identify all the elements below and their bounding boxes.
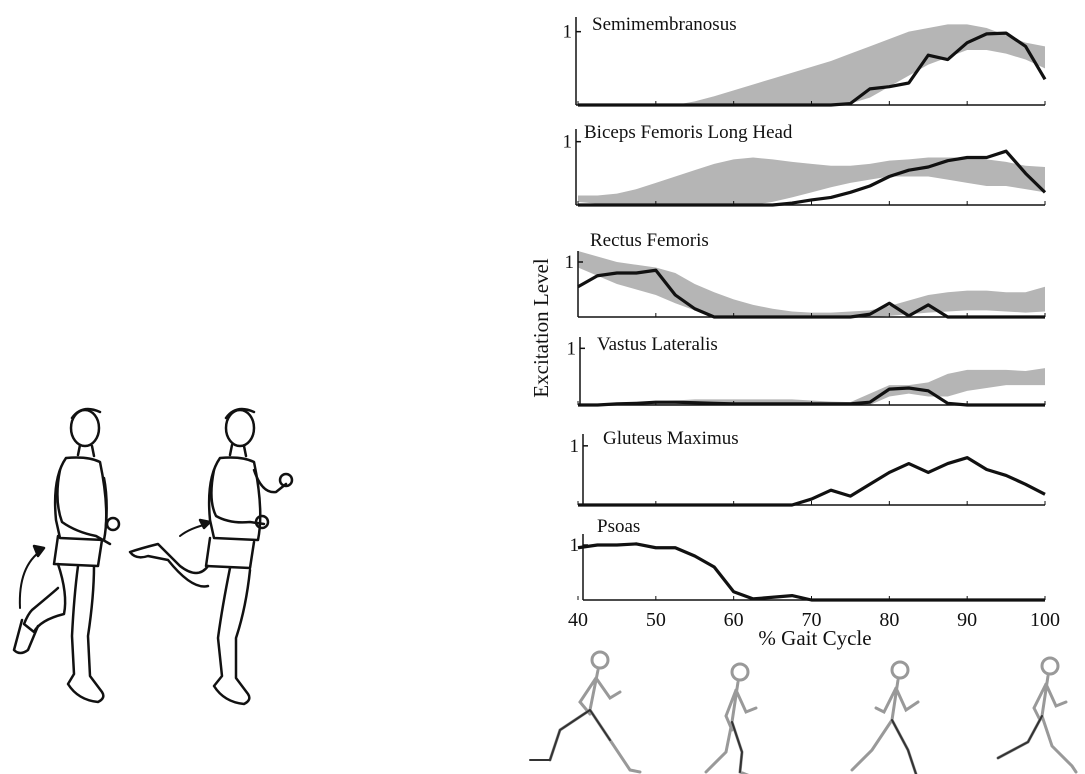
panel: 1 Vastus Lateralis — [567, 334, 1046, 407]
y-tick-label: 1 — [563, 132, 573, 153]
x-tick-label: 60 — [724, 609, 744, 631]
panel: 1 Gluteus Maximus — [570, 428, 1046, 507]
y-tick-label: 1 — [567, 338, 577, 359]
excitation-line — [577, 542, 1045, 602]
muscle-label: Psoas — [597, 516, 640, 537]
y-tick-label: 1 — [570, 535, 580, 556]
excitation-line — [577, 268, 1045, 319]
excitation-line — [578, 456, 1046, 507]
excitation-line — [578, 386, 1045, 407]
x-tick-label: 100 — [1030, 609, 1060, 631]
skeleton-drawings — [529, 650, 1078, 774]
y-tick-label: 1 — [565, 252, 575, 273]
x-tick-label: 40 — [568, 609, 588, 631]
band — [578, 24, 1045, 105]
band — [578, 157, 1045, 205]
y-tick-label: 1 — [563, 22, 573, 43]
x-tick-label: 80 — [879, 609, 899, 631]
x-tick-label: 70 — [802, 609, 822, 631]
panel: 1 Semimembranosus — [563, 14, 1047, 107]
band — [578, 368, 1045, 405]
panel: 1 Biceps Femoris Long Head — [563, 122, 1047, 207]
excitation-line — [578, 31, 1047, 107]
muscle-label: Rectus Femoris — [590, 230, 709, 251]
y-tick-label: 1 — [570, 436, 580, 457]
muscle-label: Vastus Lateralis — [597, 334, 718, 355]
x-tick-label: 50 — [646, 609, 666, 631]
muscle-label: Semimembranosus — [592, 14, 737, 35]
panel: 1 Psoas — [570, 516, 1046, 602]
muscle-label: Biceps Femoris Long Head — [584, 122, 793, 143]
band — [578, 251, 1045, 317]
muscle-label: Gluteus Maximus — [603, 428, 739, 449]
x-axis-label: % Gait Cycle — [758, 626, 871, 650]
y-axis-label: Excitation Level — [529, 258, 553, 398]
panel: 1 Rectus Femoris — [565, 230, 1046, 319]
runner-drawing — [12, 407, 294, 706]
x-tick-label: 90 — [957, 609, 977, 631]
excitation-line — [578, 149, 1047, 207]
